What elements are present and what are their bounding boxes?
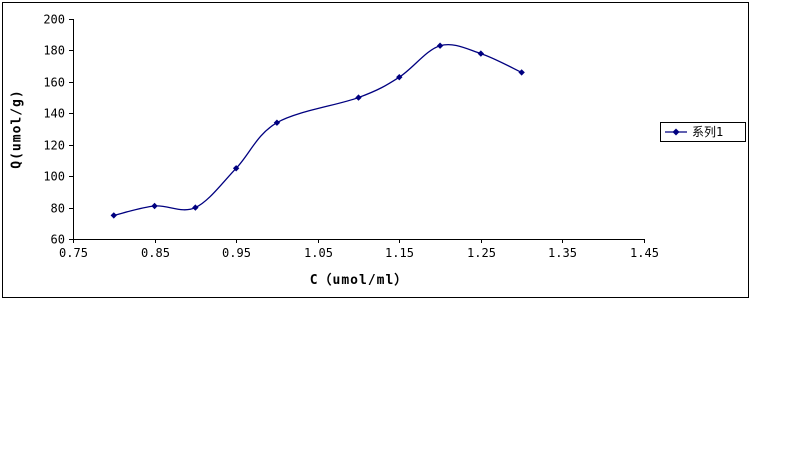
x-tick-label: 1.35 xyxy=(548,246,577,260)
data-point-marker xyxy=(192,204,199,211)
y-tick-label: 200 xyxy=(43,13,65,27)
y-tick-label: 100 xyxy=(43,170,65,184)
x-tick-label: 0.85 xyxy=(141,246,170,260)
y-tick-label: 80 xyxy=(51,202,65,216)
legend-series-marker-icon xyxy=(665,128,687,136)
y-tick-label: 140 xyxy=(43,107,65,121)
data-point-marker xyxy=(232,165,240,172)
data-point-marker xyxy=(518,69,525,76)
chart: 60 80 100 120 140 160 180 200 0.75 0.85 0.95 1.05 1.… xyxy=(2,2,749,298)
x-tick-label: 1.05 xyxy=(304,246,333,260)
y-tick-label: 180 xyxy=(43,44,65,58)
y-axis-title: Q(umol/g) xyxy=(9,89,25,169)
x-tick-label: 1.25 xyxy=(467,246,496,260)
data-point-marker xyxy=(477,50,485,57)
data-point-marker xyxy=(436,42,444,49)
data-point-marker xyxy=(273,119,281,126)
legend: 系列1 xyxy=(660,122,746,142)
series-line xyxy=(113,44,522,217)
y-tick-label: 160 xyxy=(43,76,65,90)
data-point-marker xyxy=(151,202,158,210)
legend-series-label: 系列1 xyxy=(692,125,724,139)
x-tick-label: 0.75 xyxy=(59,246,88,260)
x-axis-title: C（umol/ml） xyxy=(309,273,409,288)
x-tick-label: 0.95 xyxy=(222,246,251,260)
x-tick-label: 1.45 xyxy=(630,246,659,260)
data-point-marker xyxy=(355,94,362,101)
chart-plot-area: 60 80 100 120 140 160 180 200 0.75 0.85 0.95 1.05 1.… xyxy=(43,13,659,261)
data-point-marker xyxy=(110,212,117,219)
y-tick-label: 60 xyxy=(51,233,65,247)
y-tick-label: 120 xyxy=(43,139,65,153)
x-tick-label: 1.15 xyxy=(385,246,414,260)
data-point-marker xyxy=(396,73,403,81)
